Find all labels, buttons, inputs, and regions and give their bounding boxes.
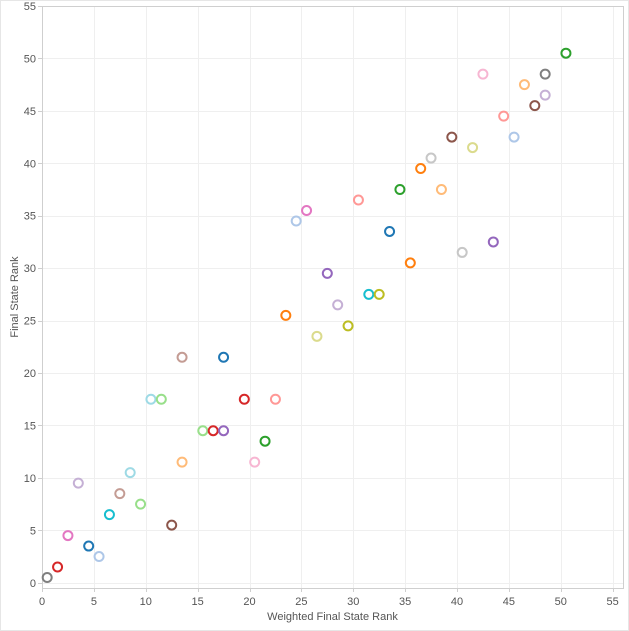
data-point-1[interactable]: [52, 561, 64, 573]
data-point-24[interactable]: [290, 215, 302, 227]
data-point-9[interactable]: [135, 498, 147, 510]
x-tick-label-3: 15: [192, 596, 204, 608]
data-point-13[interactable]: [176, 351, 188, 363]
y-tick-label-5: 25: [24, 316, 36, 328]
data-point-33[interactable]: [384, 225, 396, 237]
data-point-40[interactable]: [456, 246, 468, 258]
x-tick-label-6: 30: [347, 596, 359, 608]
y-tick-label-7: 35: [24, 211, 36, 223]
y-tick-label-0: 0: [30, 578, 36, 590]
data-point-2[interactable]: [62, 530, 74, 542]
y-tick-label-3: 15: [24, 420, 36, 432]
data-point-6[interactable]: [103, 509, 115, 521]
data-point-22[interactable]: [269, 393, 281, 405]
data-point-3[interactable]: [72, 477, 84, 489]
data-point-18[interactable]: [218, 351, 230, 363]
x-axis: 0 5 10 15 20 25 30 35 40 45 50 55: [39, 588, 619, 608]
y-axis-title: Final State Rank: [9, 256, 21, 338]
data-point-50[interactable]: [560, 47, 572, 59]
data-point-32[interactable]: [373, 288, 385, 300]
x-tick-label-1: 5: [91, 596, 97, 608]
data-point-28[interactable]: [332, 299, 344, 311]
data-point-38[interactable]: [435, 184, 447, 196]
data-point-19[interactable]: [238, 393, 250, 405]
y-tick-label-6: 30: [24, 263, 36, 275]
data-point-20[interactable]: [249, 456, 261, 468]
data-point-25[interactable]: [301, 204, 313, 216]
x-tick-label-11: 55: [607, 596, 619, 608]
data-point-35[interactable]: [404, 257, 416, 269]
data-point-45[interactable]: [508, 131, 520, 143]
data-point-41[interactable]: [467, 142, 479, 154]
y-tick-label-10: 50: [24, 53, 36, 65]
x-tick-label-8: 40: [451, 596, 463, 608]
data-point-47[interactable]: [529, 100, 541, 112]
data-point-44[interactable]: [498, 110, 510, 122]
data-point-4[interactable]: [83, 540, 95, 552]
data-point-36[interactable]: [415, 163, 427, 175]
data-point-30[interactable]: [352, 194, 364, 206]
y-tick-label-9: 45: [24, 106, 36, 118]
data-point-42[interactable]: [477, 68, 489, 80]
data-point-11[interactable]: [155, 393, 167, 405]
data-point-12[interactable]: [166, 519, 178, 531]
data-point-16[interactable]: [207, 425, 219, 437]
data-point-39[interactable]: [446, 131, 458, 143]
plot-area-frame: [42, 6, 624, 589]
x-tick-label-2: 10: [140, 596, 152, 608]
data-point-7[interactable]: [114, 488, 126, 500]
data-point-21[interactable]: [259, 435, 271, 447]
data-point-27[interactable]: [321, 267, 333, 279]
data-point-34[interactable]: [394, 184, 406, 196]
data-point-26[interactable]: [311, 330, 323, 342]
x-tick-label-7: 35: [399, 596, 411, 608]
x-tick-label-5: 25: [295, 596, 307, 608]
data-point-10[interactable]: [145, 393, 157, 405]
data-point-17[interactable]: [218, 425, 230, 437]
x-axis-title: Weighted Final State Rank: [267, 611, 398, 623]
data-points: [41, 47, 572, 584]
data-point-14[interactable]: [176, 456, 188, 468]
y-tick-label-8: 40: [24, 158, 36, 170]
data-point-15[interactable]: [197, 425, 209, 437]
y-axis: 0 5 10 15 20 25 30 35 40 45 50 55: [24, 1, 42, 590]
y-tick-label-1: 5: [30, 525, 36, 537]
data-point-37[interactable]: [425, 152, 437, 164]
y-tick-label-2: 10: [24, 473, 36, 485]
x-tick-label-0: 0: [39, 596, 45, 608]
y-tick-label-4: 20: [24, 368, 36, 380]
data-point-31[interactable]: [363, 288, 375, 300]
x-tick-label-9: 45: [503, 596, 515, 608]
data-point-5[interactable]: [93, 551, 105, 563]
data-point-46[interactable]: [518, 79, 530, 91]
data-point-8[interactable]: [124, 467, 136, 479]
x-tick-label-10: 50: [555, 596, 567, 608]
y-tick-label-11: 55: [24, 1, 36, 13]
x-tick-label-4: 20: [243, 596, 255, 608]
data-point-23[interactable]: [280, 309, 292, 321]
data-point-0[interactable]: [41, 572, 53, 584]
data-point-49[interactable]: [539, 68, 551, 80]
data-point-43[interactable]: [487, 236, 499, 248]
data-point-48[interactable]: [539, 89, 551, 101]
data-point-29[interactable]: [342, 320, 354, 332]
